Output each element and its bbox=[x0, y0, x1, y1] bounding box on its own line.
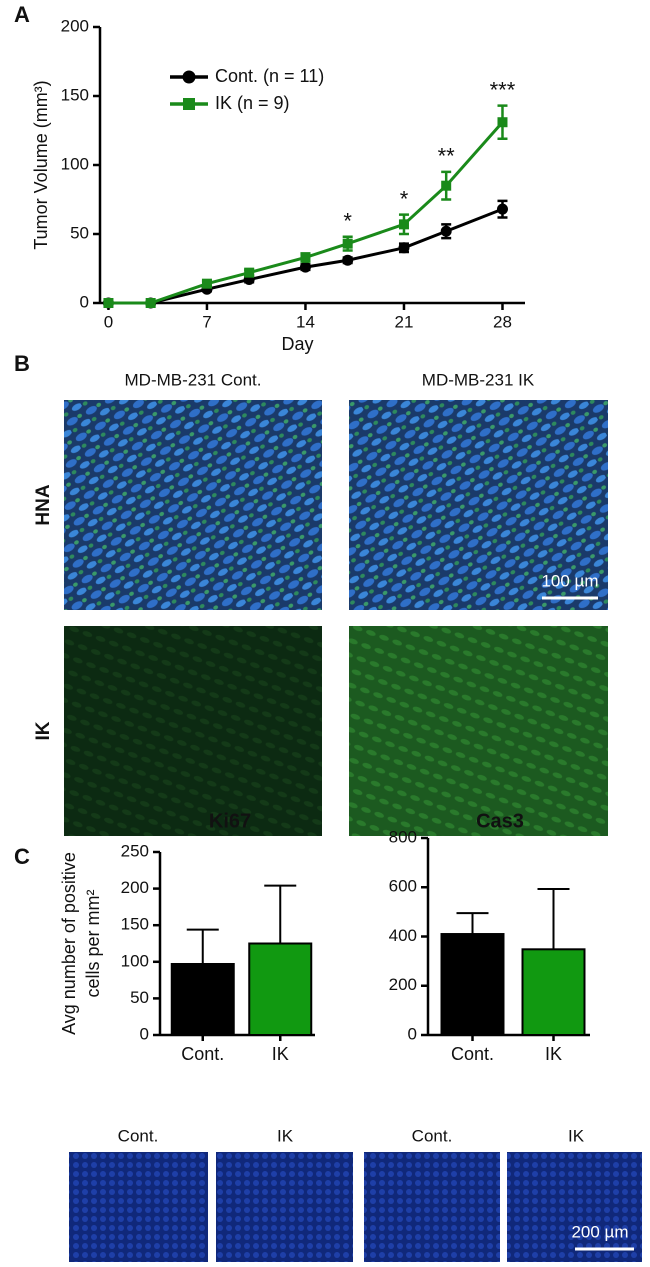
y-tick-label: 200 bbox=[61, 16, 89, 35]
ki67-cont-image bbox=[69, 1152, 208, 1262]
marker bbox=[342, 238, 353, 249]
image-label: Cont. bbox=[118, 1126, 159, 1145]
scale-label: 100 µm bbox=[541, 571, 598, 590]
x-axis-title: Day bbox=[281, 334, 313, 354]
marker bbox=[497, 117, 508, 128]
y-axis-title: Tumor Volume (mm³) bbox=[31, 80, 51, 249]
image-label: Cont. bbox=[412, 1126, 453, 1145]
marker bbox=[441, 180, 452, 191]
image-label: IK bbox=[568, 1126, 585, 1145]
error-bar bbox=[537, 887, 570, 950]
marker bbox=[145, 298, 156, 308]
bar bbox=[521, 948, 586, 1036]
ik-cont-image bbox=[64, 626, 322, 836]
ik-ik-image bbox=[349, 626, 608, 836]
hna-ik-image bbox=[349, 400, 608, 610]
y-tick-label: 100 bbox=[61, 154, 89, 173]
legend-marker bbox=[182, 70, 196, 84]
panel-label: B bbox=[14, 351, 30, 376]
x-tick-label: Cont. bbox=[181, 1044, 224, 1064]
annotation: * bbox=[343, 209, 352, 234]
x-tick-label: 0 bbox=[104, 312, 113, 331]
bar bbox=[440, 933, 505, 1036]
y-tick-label: 150 bbox=[121, 915, 149, 934]
annotation: * bbox=[400, 186, 409, 211]
error-bar bbox=[264, 884, 297, 944]
col-title: MD-MB-231 Cont. bbox=[125, 370, 262, 389]
y-tick-label: 0 bbox=[140, 1024, 149, 1043]
y-tick-label: 150 bbox=[61, 85, 89, 104]
chart-title: Cas3 bbox=[476, 810, 524, 832]
x-tick-label: IK bbox=[272, 1044, 289, 1064]
y-tick-label: 0 bbox=[408, 1024, 417, 1043]
legend-label: Cont. (n = 11) bbox=[215, 66, 324, 86]
marker bbox=[300, 252, 311, 263]
y-tick-label: 400 bbox=[389, 926, 417, 945]
x-tick-label: 7 bbox=[202, 312, 211, 331]
y-tick-label: 200 bbox=[121, 878, 149, 897]
marker bbox=[201, 278, 212, 289]
x-tick-label: IK bbox=[545, 1044, 562, 1064]
marker bbox=[398, 219, 409, 230]
cas3-ik-image bbox=[507, 1152, 642, 1262]
panel-label: C bbox=[14, 844, 30, 869]
marker bbox=[299, 261, 311, 273]
annotation: *** bbox=[490, 77, 516, 102]
error-bar bbox=[186, 928, 219, 964]
x-tick-label: 21 bbox=[395, 312, 414, 331]
hna-cont-image bbox=[64, 400, 322, 610]
legend-label: IK (n = 9) bbox=[215, 93, 290, 113]
row-label: HNA bbox=[33, 484, 54, 525]
col-title: MD-MB-231 IK bbox=[422, 370, 535, 389]
legend-marker bbox=[183, 98, 195, 110]
y-tick-label: 50 bbox=[130, 988, 149, 1007]
bar bbox=[248, 942, 313, 1036]
scale-label: 200 µm bbox=[571, 1222, 628, 1241]
y-tick-label: 50 bbox=[70, 223, 89, 242]
y-tick-label: 0 bbox=[80, 292, 89, 311]
y-tick-label: 100 bbox=[121, 951, 149, 970]
bar bbox=[170, 962, 235, 1036]
y-tick-label: 250 bbox=[121, 841, 149, 860]
y-tick-label: 800 bbox=[389, 827, 417, 846]
image-label: IK bbox=[277, 1126, 294, 1145]
chart-title: Ki67 bbox=[209, 810, 251, 832]
annotation: ** bbox=[438, 144, 456, 169]
x-tick-label: 14 bbox=[296, 312, 315, 331]
x-tick-label: 28 bbox=[493, 312, 512, 331]
row-label: IK bbox=[33, 721, 54, 740]
marker bbox=[398, 242, 410, 254]
ki67-ik-image bbox=[216, 1152, 353, 1262]
marker bbox=[103, 298, 114, 308]
error-bar bbox=[456, 912, 489, 935]
y-tick-label: 200 bbox=[389, 975, 417, 994]
cas3-cont-image bbox=[364, 1152, 500, 1262]
y-axis-title: Avg number of positive bbox=[59, 852, 79, 1035]
marker bbox=[440, 225, 452, 237]
marker bbox=[342, 254, 354, 266]
x-tick-label: Cont. bbox=[451, 1044, 494, 1064]
marker bbox=[244, 267, 255, 278]
y-axis-title: cells per mm² bbox=[83, 889, 103, 997]
y-tick-label: 600 bbox=[389, 877, 417, 896]
marker bbox=[496, 203, 508, 215]
panel-label: A bbox=[14, 2, 30, 27]
